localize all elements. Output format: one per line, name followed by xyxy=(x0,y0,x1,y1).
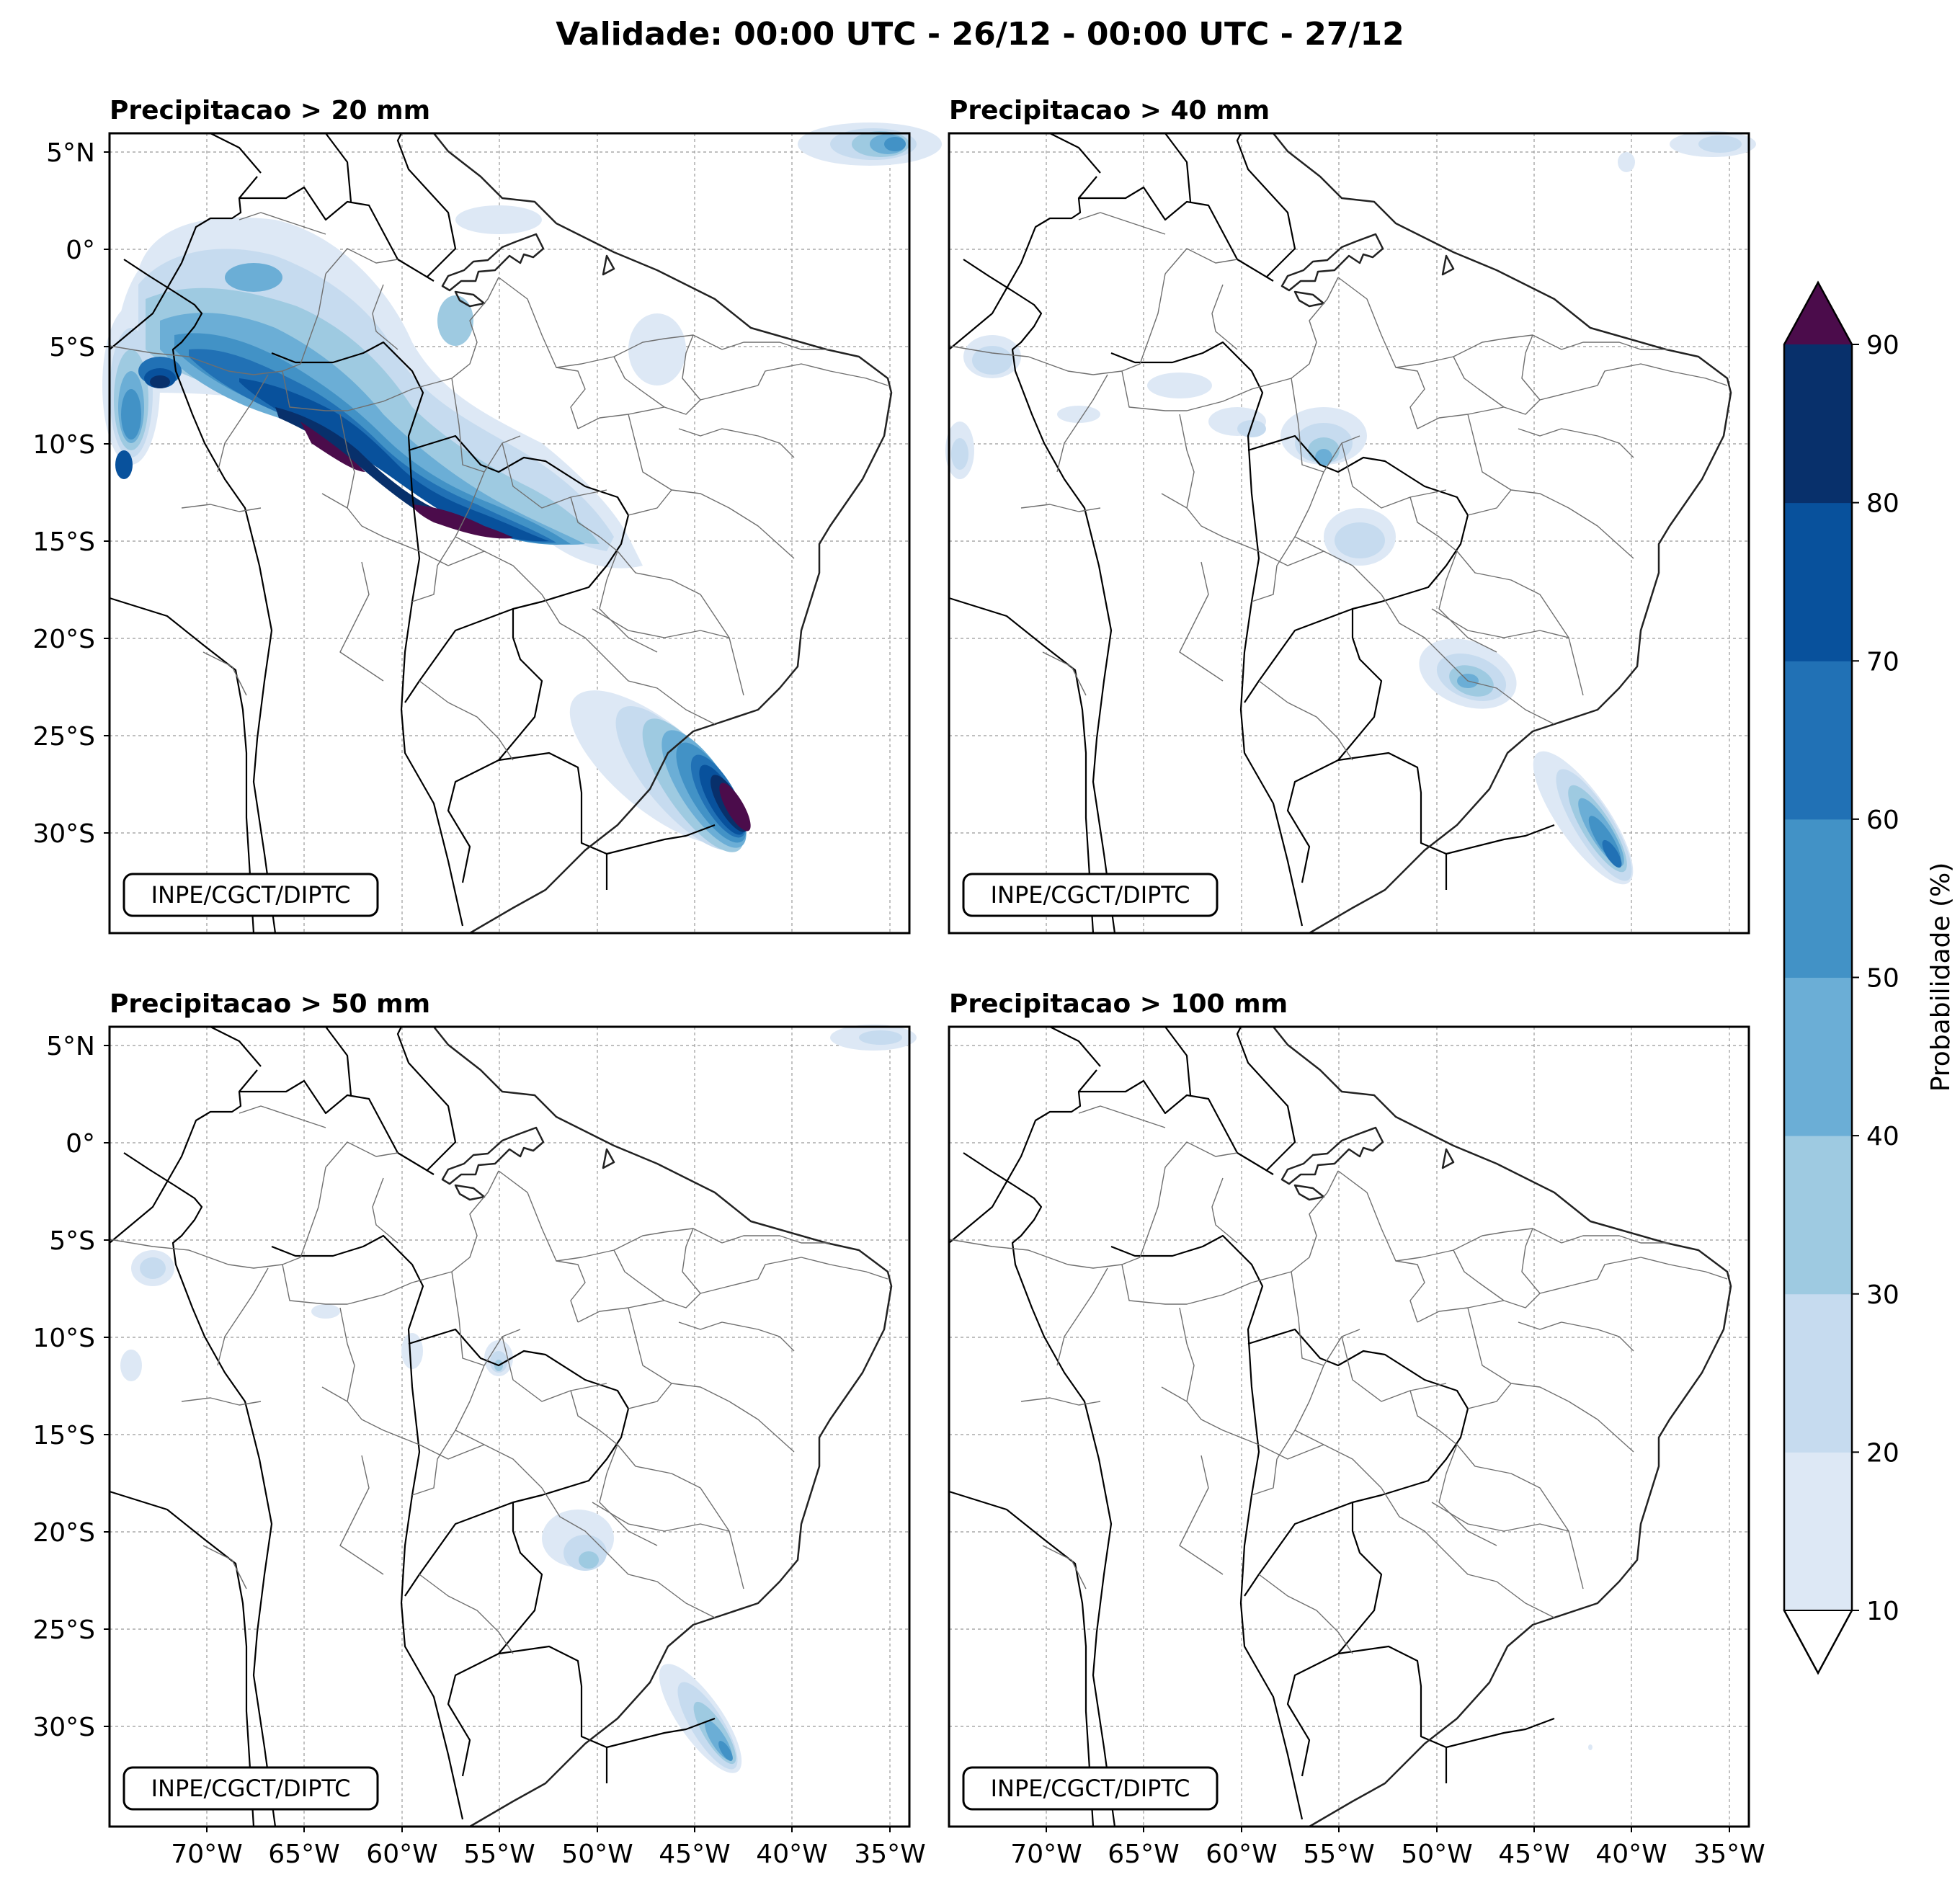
precipitation-field xyxy=(120,1025,917,1784)
lat-tick-label: 20°S xyxy=(32,625,95,654)
colorbar-label: Probabilidade (%) xyxy=(1926,862,1956,1092)
lat-tick-label: 30°S xyxy=(32,1713,95,1742)
lon-tick-label: 65°W xyxy=(1108,1840,1179,1869)
colorbar-swatch xyxy=(1784,819,1852,978)
colorbar-swatch xyxy=(1784,502,1852,661)
lon-tick-label: 60°W xyxy=(1206,1840,1277,1869)
lon-tick-label: 40°W xyxy=(1595,1840,1667,1869)
lat-tick-label: 5°S xyxy=(49,333,95,362)
colorbar-swatch xyxy=(1784,344,1852,504)
lat-tick-label: 5°N xyxy=(46,138,95,168)
lon-tick-label: 60°W xyxy=(366,1840,437,1869)
lat-tick-label: 30°S xyxy=(32,819,95,849)
panel-100mm: Precipitacao > 100 mm INPE/CGCT/DIPTC 70… xyxy=(948,989,1765,1869)
colorbar-tick-label: 40 xyxy=(1866,1122,1899,1151)
figure-title: Validade: 00:00 UTC - 26/12 - 00:00 UTC … xyxy=(556,16,1404,53)
colorbar-ticks: 10 20 30 40 50 60 70 80 90 xyxy=(1852,331,1899,1626)
lon-tick-label: 40°W xyxy=(756,1840,827,1869)
panel-20mm: Precipitacao > 20 mm INPE/CGCT/DIPTC 5°N… xyxy=(32,96,942,935)
lon-tick-label: 35°W xyxy=(1693,1840,1765,1869)
colorbar-tick-label: 30 xyxy=(1866,1280,1899,1310)
lat-tick-label: 5°N xyxy=(46,1032,95,1061)
watermark-text: INPE/CGCT/DIPTC xyxy=(151,1775,351,1802)
gridlines xyxy=(110,1027,909,1827)
panel-40mm: Precipitacao > 40 mm INPE/CGCT/DIPTC xyxy=(945,96,1756,935)
lon-tick-label: 70°W xyxy=(1010,1840,1082,1869)
map-frame xyxy=(948,132,1750,935)
panel-title: Precipitacao > 100 mm xyxy=(949,989,1288,1019)
colorbar-tick-label: 10 xyxy=(1866,1597,1899,1626)
colorbar-swatch xyxy=(1784,977,1852,1136)
map-borders xyxy=(108,1025,893,1828)
colorbar-tick-label: 60 xyxy=(1866,806,1899,835)
colorbar: 10 20 30 40 50 60 70 80 90 Probabilidade (%) xyxy=(1783,280,1956,1675)
map-borders xyxy=(948,1025,1732,1828)
lon-tick-label: 45°W xyxy=(1498,1840,1569,1869)
lat-tick-label: 25°S xyxy=(32,722,95,752)
lon-tick-label: 35°W xyxy=(854,1840,925,1869)
colorbar-swatches xyxy=(1784,344,1852,1611)
colorbar-tick-label: 20 xyxy=(1866,1438,1899,1468)
lat-tick-label: 10°S xyxy=(32,430,95,460)
lat-tick-label: 5°S xyxy=(49,1226,95,1256)
watermark-text: INPE/CGCT/DIPTC xyxy=(991,881,1190,909)
map-frame xyxy=(948,1025,1750,1828)
lat-tick-label: 10°S xyxy=(32,1324,95,1353)
panel-50mm: Precipitacao > 50 mm INPE/CGCT/DIPTC 5°N… xyxy=(32,989,925,1869)
panel-title: Precipitacao > 40 mm xyxy=(949,96,1270,125)
lon-tick-label: 70°W xyxy=(171,1840,242,1869)
watermark-text: INPE/CGCT/DIPTC xyxy=(991,1775,1190,1802)
lat-axis-labels: 5°N 0° 5°S 10°S 15°S 20°S 25°S 30°S xyxy=(32,1032,110,1742)
colorbar-extend-max xyxy=(1784,282,1852,344)
watermark-box: INPE/CGCT/DIPTC xyxy=(122,1766,379,1811)
lat-tick-label: 15°S xyxy=(32,1421,95,1450)
colorbar-tick-label: 70 xyxy=(1866,647,1899,677)
colorbar-extend-min xyxy=(1783,1610,1853,1675)
lon-tick-label: 55°W xyxy=(1303,1840,1374,1869)
colorbar-tick-label: 50 xyxy=(1866,964,1899,994)
precipitation-field xyxy=(1588,1744,1592,1750)
lat-tick-label: 0° xyxy=(66,236,95,265)
lon-axis-labels: 70°W 65°W 60°W 55°W 50°W 45°W 40°W 35°W xyxy=(1010,1827,1765,1869)
lon-tick-label: 55°W xyxy=(463,1840,535,1869)
colorbar-swatch xyxy=(1784,1136,1852,1295)
map-frame xyxy=(108,1025,911,1828)
lon-tick-label: 50°W xyxy=(1401,1840,1472,1869)
colorbar-tick-label: 80 xyxy=(1866,489,1899,519)
lon-tick-label: 50°W xyxy=(561,1840,633,1869)
colorbar-tick-label: 90 xyxy=(1866,331,1899,360)
lat-tick-label: 20°S xyxy=(32,1518,95,1548)
colorbar-swatch xyxy=(1784,1452,1852,1611)
panel-title: Precipitacao > 50 mm xyxy=(110,989,430,1019)
panel-title: Precipitacao > 20 mm xyxy=(110,96,430,125)
watermark-box: INPE/CGCT/DIPTC xyxy=(962,1766,1219,1811)
lat-axis-labels: 5°N 0° 5°S 10°S 15°S 20°S 25°S 30°S xyxy=(32,138,110,849)
lat-tick-label: 0° xyxy=(66,1129,95,1159)
precipitation-field xyxy=(102,122,942,870)
colorbar-swatch xyxy=(1784,661,1852,820)
lon-tick-label: 45°W xyxy=(659,1840,730,1869)
lon-axis-labels: 70°W 65°W 60°W 55°W 50°W 45°W 40°W 35°W xyxy=(171,1827,926,1869)
lat-tick-label: 25°S xyxy=(32,1615,95,1645)
colorbar-swatch xyxy=(1784,1293,1852,1453)
precipitation-field xyxy=(945,131,1756,898)
map-frame xyxy=(108,132,911,935)
lon-tick-label: 65°W xyxy=(268,1840,339,1869)
watermark-box: INPE/CGCT/DIPTC xyxy=(122,873,379,917)
watermark-box: INPE/CGCT/DIPTC xyxy=(962,873,1219,917)
watermark-text: INPE/CGCT/DIPTC xyxy=(151,881,351,909)
lat-tick-label: 15°S xyxy=(32,527,95,557)
gridlines xyxy=(949,1027,1749,1827)
